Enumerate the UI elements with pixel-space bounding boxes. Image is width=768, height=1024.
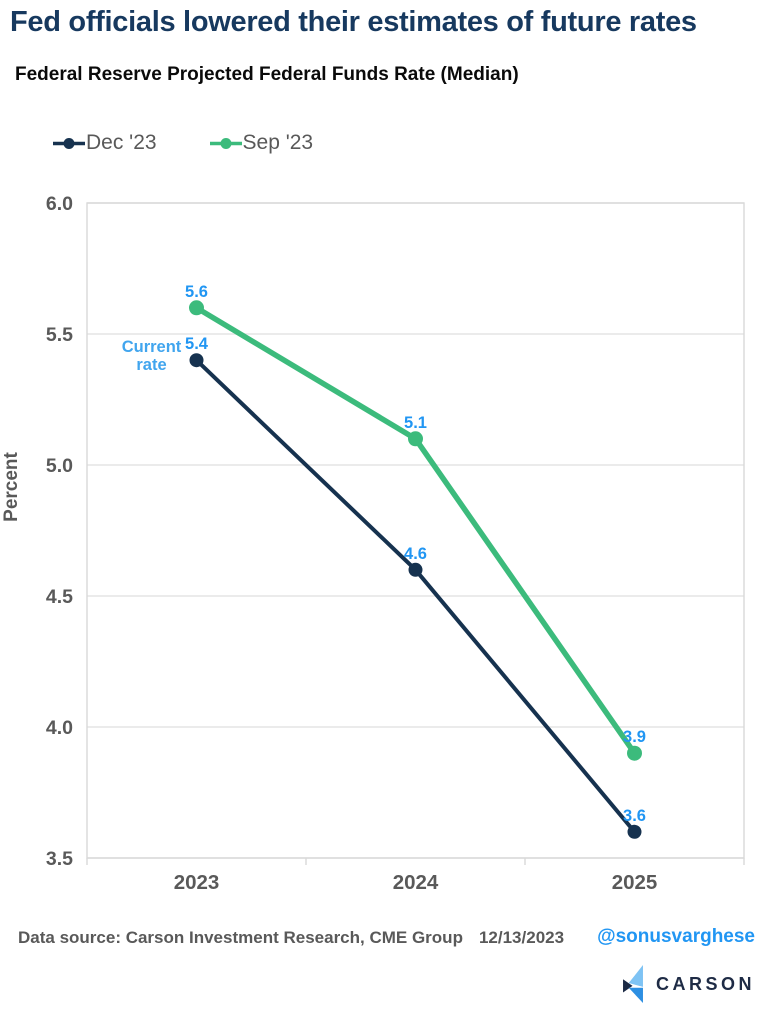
y-tick-label: 6.0 bbox=[46, 193, 73, 215]
carson-wordmark: CARSON bbox=[655, 973, 755, 994]
data-label: 3.6 bbox=[623, 807, 646, 825]
page-title: Fed officials lowered their estimates of… bbox=[10, 6, 697, 38]
x-tick-label: 2025 bbox=[612, 871, 658, 894]
plot-border bbox=[86, 202, 745, 859]
legend-label: Dec '23 bbox=[86, 131, 157, 154]
annotation-text: rate bbox=[136, 356, 166, 374]
legend-marker-icon bbox=[52, 136, 86, 151]
legend-item-sep-23: Sep '23 bbox=[209, 131, 314, 155]
y-tick-label: 4.0 bbox=[46, 717, 73, 739]
x-tick-label: 2024 bbox=[393, 871, 439, 894]
data-label: 5.1 bbox=[404, 414, 427, 432]
carson-logo: CARSON bbox=[622, 965, 755, 1003]
data-label: 4.6 bbox=[404, 545, 427, 563]
data-label: 5.4 bbox=[185, 335, 209, 353]
data-point bbox=[408, 562, 423, 577]
y-tick-label: 3.5 bbox=[46, 848, 73, 870]
data-source-text: Data source: Carson Investment Research,… bbox=[18, 928, 564, 948]
data-label: 3.9 bbox=[623, 728, 646, 746]
y-tick-label: 5.0 bbox=[46, 455, 73, 477]
y-tick-label: 4.5 bbox=[46, 586, 73, 608]
data-source-date: 12/13/2023 bbox=[478, 928, 565, 947]
chart-legend: Dec '23 Sep '23 bbox=[52, 131, 365, 155]
y-tick-label: 5.5 bbox=[46, 324, 73, 346]
legend-marker-icon bbox=[209, 136, 243, 151]
line-chart-plot: 6.0 5.5 5.0 4.5 4.0 3.5 2023 2024 2025 Percent 5.4… bbox=[1, 193, 745, 894]
carson-logo-icon bbox=[623, 965, 643, 1003]
legend-item-dec-23: Dec '23 bbox=[52, 131, 157, 155]
x-tick-label: 2023 bbox=[174, 871, 220, 894]
data-point bbox=[189, 300, 204, 316]
y-axis-title: Percent bbox=[1, 451, 22, 521]
data-label: 5.6 bbox=[185, 283, 208, 301]
data-point bbox=[408, 431, 423, 447]
series-line-1 bbox=[193, 305, 638, 756]
chart-subtitle: Federal Reserve Projected Federal Funds … bbox=[15, 64, 519, 85]
data-point bbox=[627, 745, 642, 761]
data-point bbox=[189, 353, 204, 368]
data-source-label: Data source: Carson Investment Research,… bbox=[18, 928, 463, 947]
twitter-handle-link[interactable]: @sonusvarghese bbox=[597, 926, 755, 947]
annotation-text: Current bbox=[122, 338, 182, 356]
data-point bbox=[627, 824, 642, 839]
legend-label: Sep '23 bbox=[242, 131, 314, 154]
